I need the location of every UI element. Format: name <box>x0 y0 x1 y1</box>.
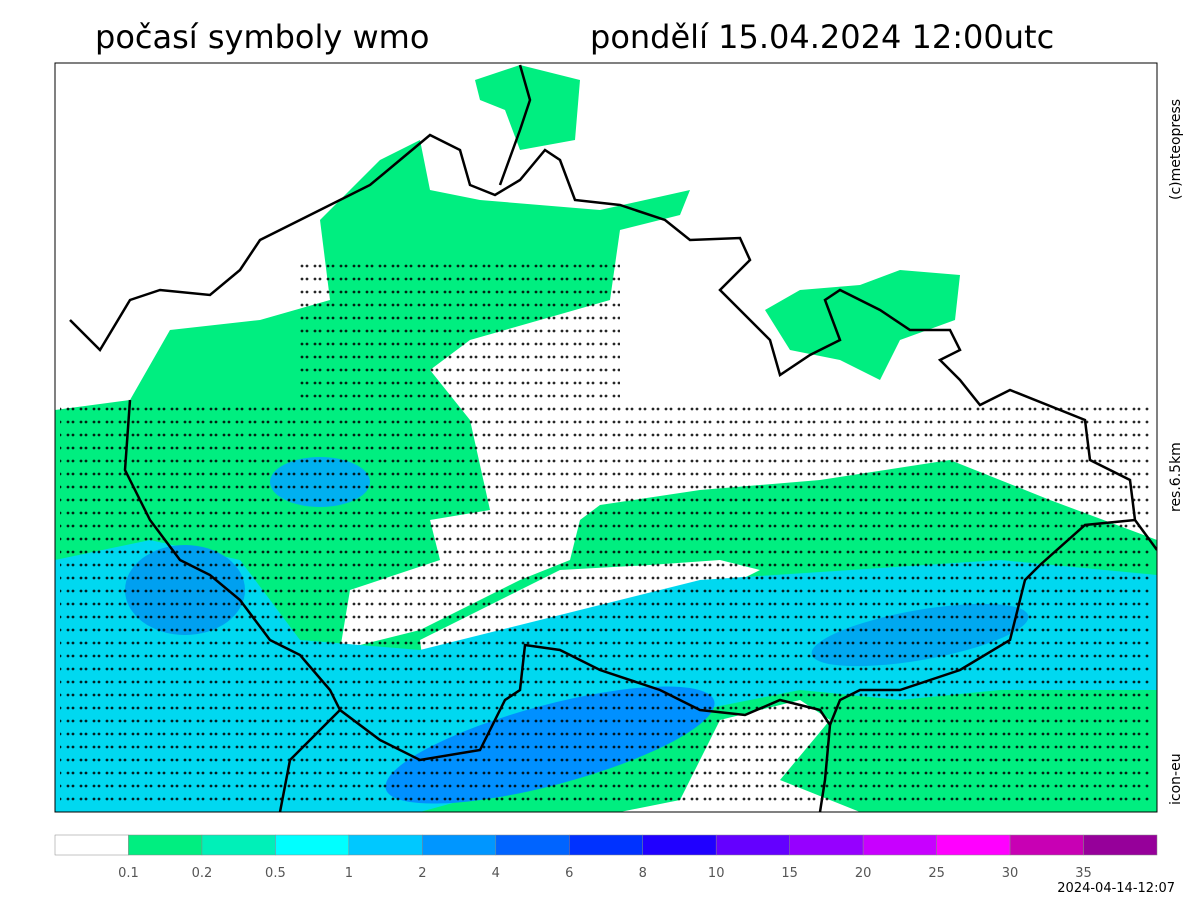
legend-swatch <box>275 834 350 856</box>
legend-label: 30 <box>1002 866 1019 881</box>
legend-label: 6 <box>565 866 573 881</box>
legend-swatch <box>862 834 937 856</box>
legend-label: 0.5 <box>265 866 286 881</box>
map-datetime: pondělí 15.04.2024 12:00utc <box>590 18 1054 56</box>
map-title: počasí symboly wmo <box>95 18 429 56</box>
legend-swatch <box>1083 834 1158 856</box>
legend-label: 25 <box>928 866 945 881</box>
legend-swatch <box>642 834 717 856</box>
legend-label: 35 <box>1075 866 1092 881</box>
legend-label: 20 <box>855 866 872 881</box>
legend-label: 8 <box>639 866 647 881</box>
map <box>55 63 1157 812</box>
legend-label: 15 <box>781 866 798 881</box>
map-frame <box>54 62 1158 813</box>
legend-swatch <box>348 834 423 856</box>
legend-label: 10 <box>708 866 725 881</box>
model-name: icon-eu <box>1168 753 1184 805</box>
legend-swatch <box>495 834 570 856</box>
borders <box>69 64 1157 812</box>
color-legend: 0.1 0.2 0.5 1 2 4 6 8 10 15 20 25 30 35 <box>54 834 1158 881</box>
resolution: res.6.5km <box>1168 442 1184 512</box>
legend-swatch <box>715 834 790 856</box>
symbols <box>60 400 1150 810</box>
legend-label: 0.1 <box>118 866 139 881</box>
legend-swatch <box>54 834 129 856</box>
issued: 2024-04-14-12:07 <box>1057 881 1175 896</box>
legend-swatch <box>201 834 276 856</box>
legend-swatch <box>422 834 497 856</box>
copyright: (c)meteopress <box>1168 99 1184 200</box>
legend-label: 1 <box>345 866 353 881</box>
legend-swatch <box>789 834 864 856</box>
legend-swatch <box>128 834 203 856</box>
legend-label: 2 <box>418 866 426 881</box>
legend-label: 4 <box>492 866 500 881</box>
symbols <box>300 260 620 400</box>
legend-label: 0.2 <box>192 866 213 881</box>
legend-swatch <box>936 834 1011 856</box>
legend-swatch <box>569 834 643 856</box>
legend-swatch <box>1009 834 1084 856</box>
